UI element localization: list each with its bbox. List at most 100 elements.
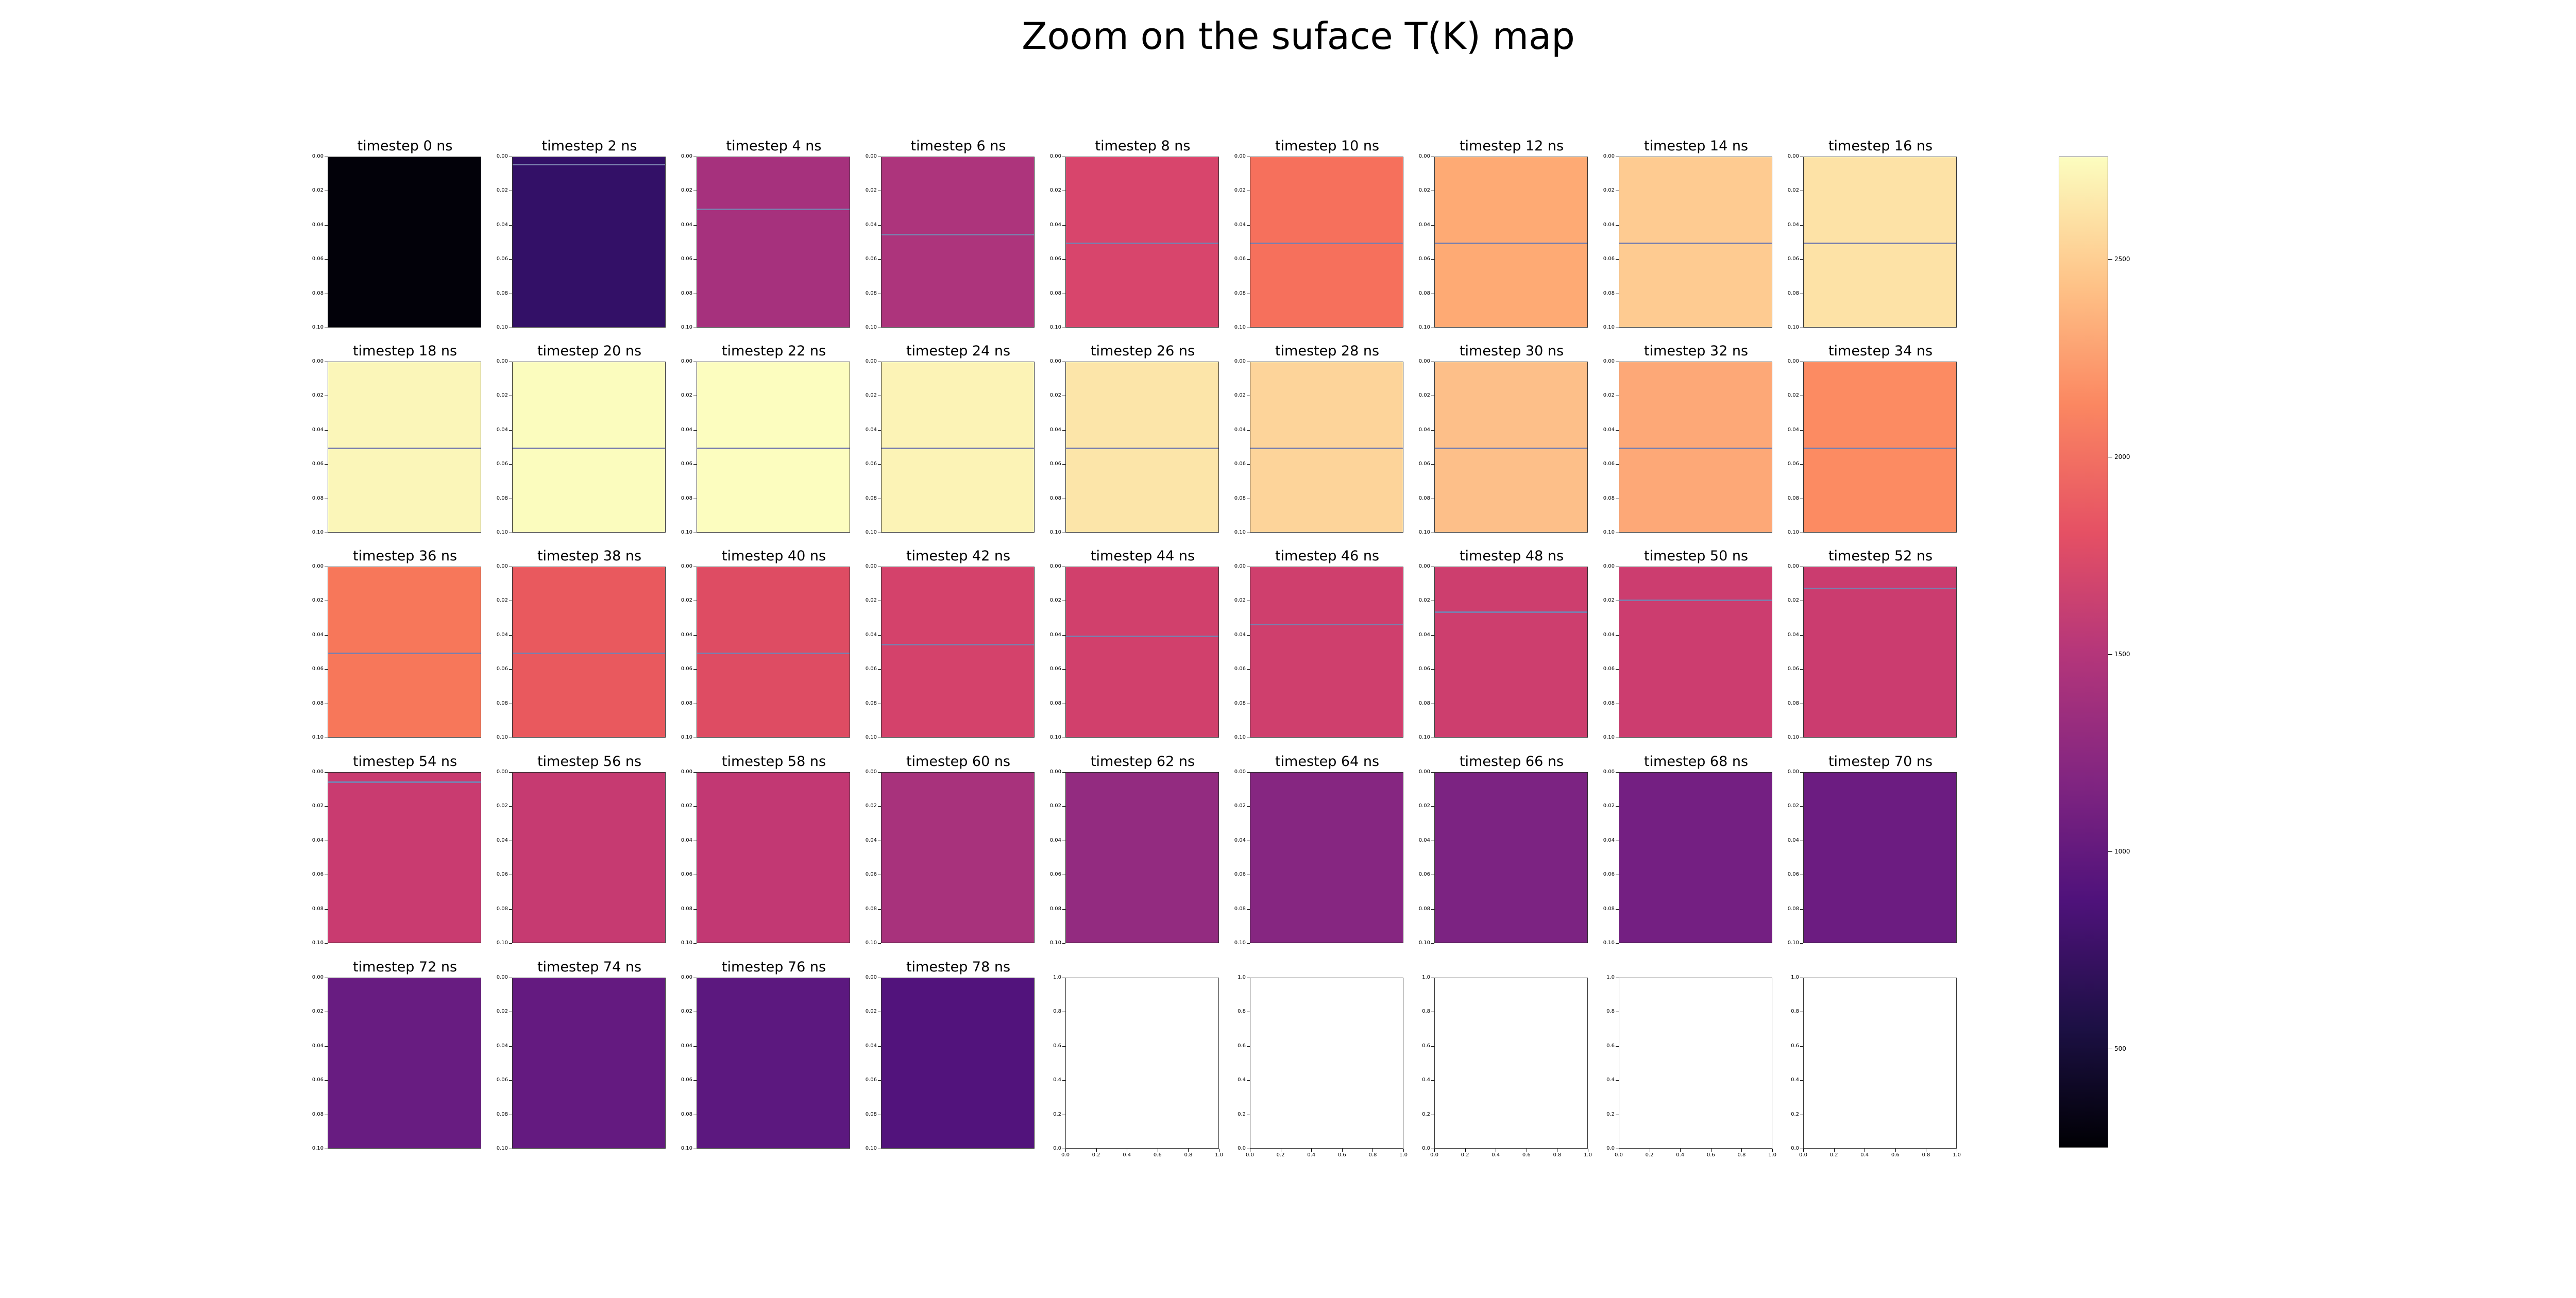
interface-line: [1066, 243, 1218, 244]
y-tick-label: 0.04: [1418, 631, 1430, 638]
y-tick-label: 0.00: [865, 153, 877, 159]
panel-title: timestep 54 ns: [352, 754, 457, 770]
y-tick-label: 0.4: [1606, 1077, 1615, 1083]
y-tick-label: 0.10: [496, 324, 508, 330]
y-tick-label: 0.10: [681, 735, 692, 740]
y-tick-mark: [325, 772, 328, 773]
y-tick-label: 0.04: [1049, 837, 1061, 843]
y-tick-label: 0.00: [1049, 563, 1061, 569]
y-tick-label: 0.08: [681, 495, 692, 501]
heatmap-cell: [1065, 362, 1219, 533]
y-tick-label: 0.0: [1238, 1146, 1246, 1151]
y-tick-label: 0.2: [1053, 1111, 1061, 1117]
y-tick-label: 0.04: [681, 426, 692, 433]
y-tick-label: 0.08: [1418, 906, 1430, 912]
y-tick-label: 0.00: [496, 358, 508, 364]
heatmap-cell: [512, 157, 666, 328]
panel-title: timestep 76 ns: [721, 959, 826, 975]
y-tick-mark: [1616, 669, 1619, 670]
y-tick-label: 0.08: [1787, 700, 1799, 706]
heatmap-cell: [1434, 772, 1588, 943]
x-tick-label: 0.8: [1368, 1152, 1377, 1158]
panel-title: timestep 28 ns: [1275, 343, 1380, 359]
x-tick-mark: [1403, 1149, 1404, 1152]
y-tick-label: 0.08: [865, 495, 877, 501]
y-tick-mark: [1800, 225, 1803, 226]
y-tick-mark: [693, 1080, 697, 1081]
y-tick-label: 0.6: [1053, 1043, 1061, 1049]
panel-title: timestep 2 ns: [541, 138, 637, 154]
y-tick-label: 0.06: [1049, 256, 1061, 262]
y-tick-mark: [878, 772, 881, 773]
interface-line: [513, 448, 665, 449]
y-tick-label: 0.08: [312, 495, 324, 501]
y-tick-label: 0.04: [865, 426, 877, 433]
y-tick-label: 0.10: [1418, 530, 1430, 535]
y-tick-label: 0.02: [681, 597, 692, 604]
y-tick-label: 0.04: [312, 426, 324, 433]
y-tick-label: 0.00: [1234, 769, 1246, 775]
y-tick-label: 0.10: [681, 940, 692, 946]
x-tick-label: 0.8: [1553, 1152, 1562, 1158]
y-tick-label: 0.02: [312, 597, 324, 604]
y-tick-label: 0.08: [1603, 906, 1615, 912]
y-tick-label: 0.4: [1238, 1077, 1246, 1083]
y-tick-label: 0.02: [1603, 597, 1615, 604]
y-tick-label: 0.00: [865, 769, 877, 775]
interface-line: [1435, 611, 1587, 613]
y-tick-mark: [509, 635, 512, 636]
y-tick-label: 0.02: [1234, 187, 1246, 194]
interface-line: [1250, 243, 1403, 244]
y-tick-mark: [1431, 635, 1434, 636]
heatmap-cell: [1803, 157, 1957, 328]
y-tick-mark: [509, 1046, 512, 1047]
panel-title: timestep 44 ns: [1090, 548, 1195, 564]
y-tick-label: 0.10: [1787, 530, 1799, 535]
y-tick-label: 0.8: [1238, 1009, 1246, 1015]
y-tick-label: 0.00: [681, 153, 692, 159]
y-tick-label: 0.08: [496, 700, 508, 706]
y-tick-label: 0.10: [1418, 735, 1430, 740]
y-tick-label: 0.08: [496, 906, 508, 912]
heatmap-cell: [1065, 772, 1219, 943]
y-tick-mark: [1616, 909, 1619, 910]
y-tick-label: 0.04: [1603, 631, 1615, 638]
y-tick-label: 0.10: [1049, 735, 1061, 740]
y-tick-label: 0.6: [1238, 1043, 1246, 1049]
y-tick-label: 0.4: [1791, 1077, 1799, 1083]
panel-title: timestep 78 ns: [906, 959, 1011, 975]
y-tick-label: 0.00: [312, 153, 324, 159]
y-tick-label: 0.10: [1787, 735, 1799, 740]
y-tick-label: 0.10: [681, 324, 692, 330]
y-tick-mark: [1616, 430, 1619, 431]
interface-line: [1619, 448, 1772, 449]
heatmap-cell: [1065, 157, 1219, 328]
y-tick-mark: [1247, 909, 1250, 910]
y-tick-label: 0.02: [1787, 187, 1799, 194]
y-tick-label: 0.04: [1234, 837, 1246, 843]
y-tick-label: 0.04: [681, 1043, 692, 1049]
interface-line: [1619, 600, 1772, 601]
y-tick-label: 0.06: [1418, 666, 1430, 672]
y-tick-mark: [1800, 635, 1803, 636]
y-tick-mark: [325, 669, 328, 670]
y-tick-mark: [1616, 259, 1619, 260]
y-tick-mark: [509, 669, 512, 670]
y-tick-label: 0.04: [1049, 426, 1061, 433]
x-tick-label: 0.2: [1829, 1152, 1838, 1158]
y-tick-label: 0.02: [496, 1009, 508, 1015]
y-tick-label: 0.00: [1418, 358, 1430, 364]
y-tick-label: 0.04: [1049, 221, 1061, 228]
interface-line: [328, 781, 481, 783]
y-tick-label: 0.02: [1418, 597, 1430, 604]
y-tick-mark: [1431, 430, 1434, 431]
y-tick-mark: [325, 806, 328, 807]
y-tick-mark: [1431, 943, 1434, 944]
y-tick-label: 0.00: [681, 975, 692, 980]
y-tick-mark: [1062, 1046, 1065, 1047]
figure-title: Zoom on the suface T(K) map: [1022, 14, 1575, 58]
y-tick-mark: [693, 669, 697, 670]
y-tick-mark: [1800, 772, 1803, 773]
panel-title: timestep 20 ns: [537, 343, 642, 359]
